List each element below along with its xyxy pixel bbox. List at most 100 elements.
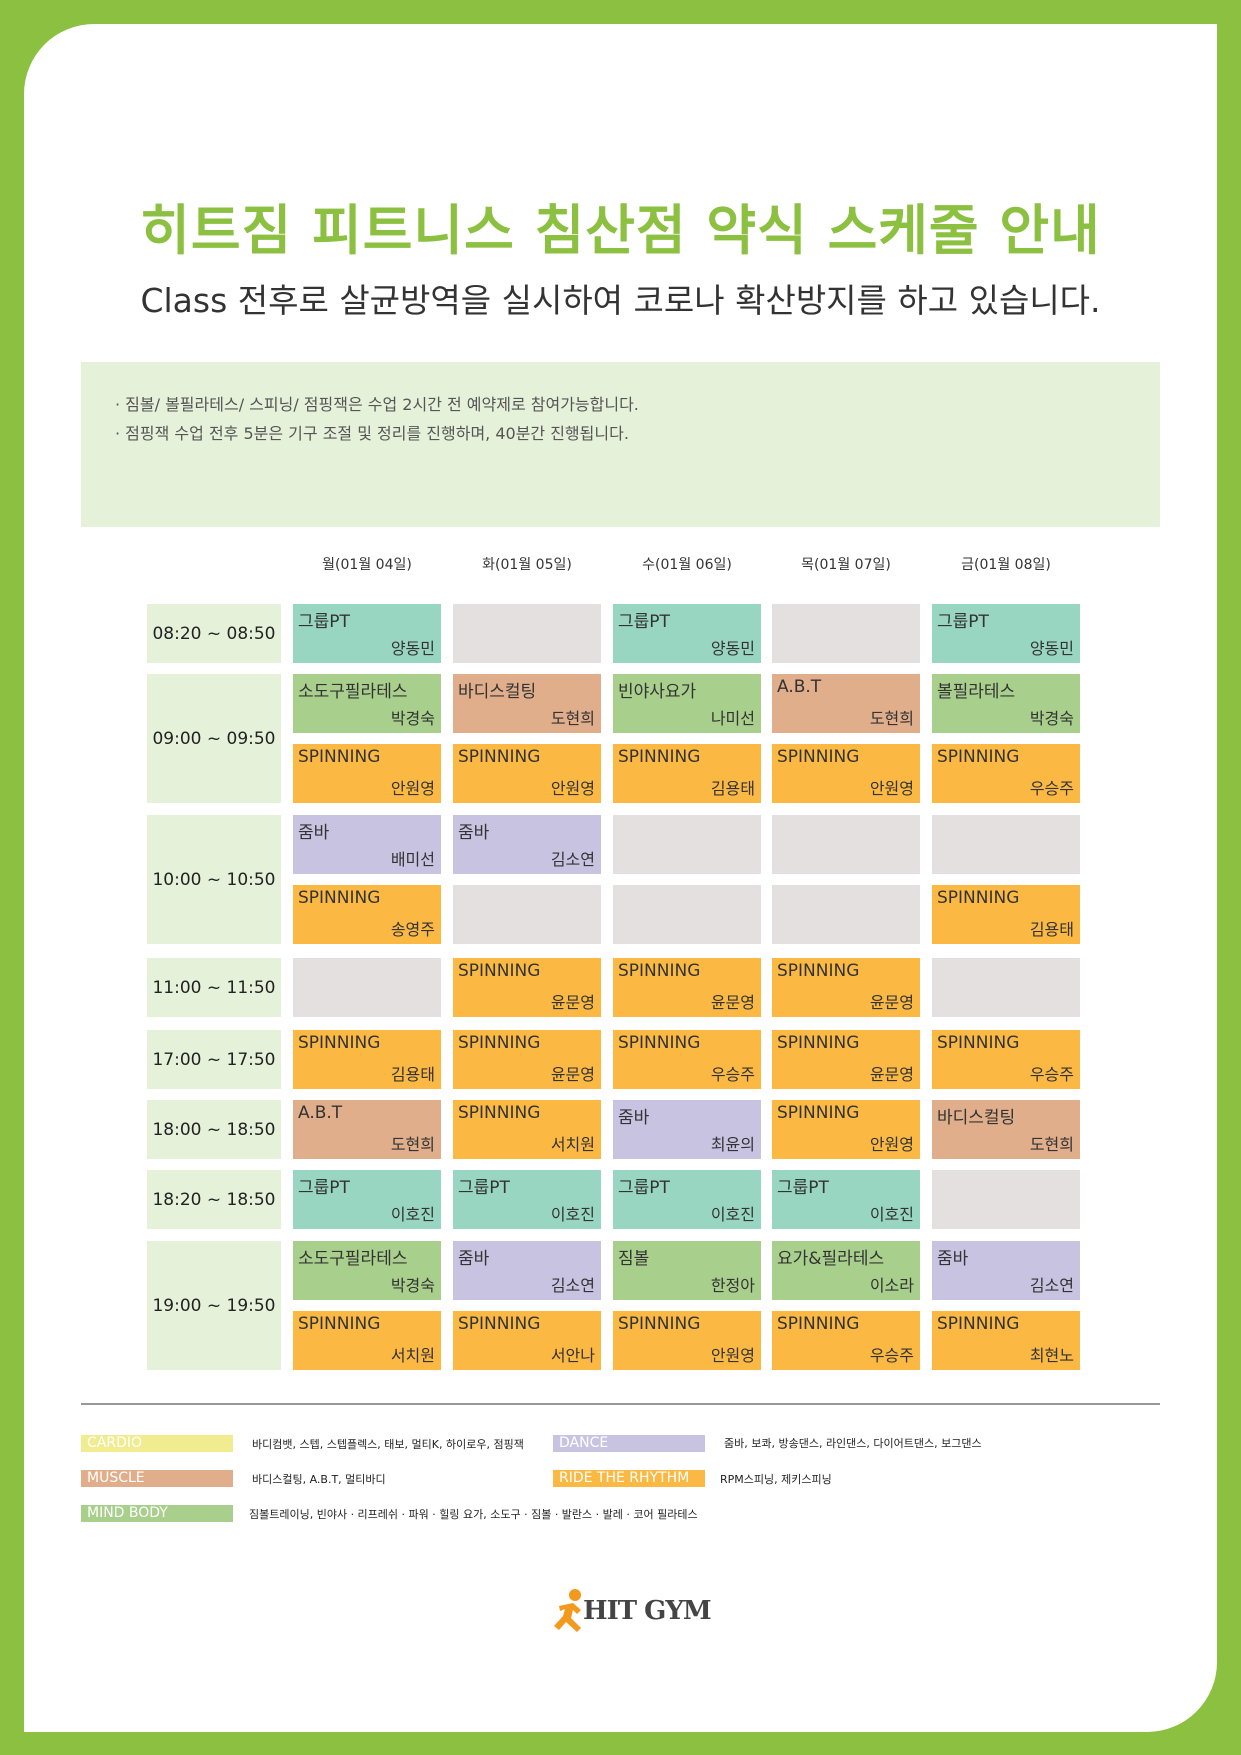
class-cell: 그룹PT 양동민 (932, 604, 1080, 663)
class-cell: SPINNING 최현노 (932, 1311, 1080, 1370)
day-header-fri: 금(01월 08일) (961, 557, 1051, 573)
class-name: 요가&필라테스 (777, 1249, 885, 1269)
class-name: SPINNING (458, 961, 541, 981)
empty-cell (293, 958, 441, 1017)
instructor-name: 송영주 (390, 920, 435, 939)
class-cell: 바디스컬팅 도현희 (932, 1100, 1080, 1159)
legend-chip-cardio: CARDIO (81, 1435, 233, 1452)
instructor-name: 서치원 (550, 1135, 595, 1154)
class-cell: SPINNING 김용태 (293, 1030, 441, 1089)
class-name: SPINNING (777, 1103, 860, 1123)
instructor-name: 이호진 (710, 1205, 755, 1224)
class-cell: 그룹PT 양동민 (613, 604, 761, 663)
poster-frame: 히트짐 피트니스 침산점 약식 스케줄 안내 Class 전후로 살균방역을 실… (24, 24, 1217, 1732)
class-name: 바디스컬팅 (937, 1108, 1016, 1128)
class-cell: SPINNING 우승주 (932, 744, 1080, 803)
class-name: 줌바 (298, 823, 330, 843)
class-name: 바디스컬팅 (458, 682, 537, 702)
instructor-name: 안원영 (550, 779, 595, 798)
class-name: 그룹PT (298, 612, 350, 632)
class-name: A.B.T (298, 1103, 343, 1123)
day-header-wed: 수(01월 06일) (642, 557, 732, 573)
day-header-tue: 화(01월 05일) (482, 557, 572, 573)
instructor-name: 도현희 (390, 1135, 435, 1154)
class-name: 그룹PT (618, 1178, 670, 1198)
instructor-name: 안원영 (710, 1346, 755, 1365)
class-cell: SPINNING 안원영 (293, 744, 441, 803)
class-name: A.B.T (777, 677, 822, 697)
instructor-name: 김소연 (550, 850, 595, 869)
class-name: 줌바 (618, 1108, 650, 1128)
time-slot: 10:00 ~ 10:50 (147, 815, 281, 944)
class-name: SPINNING (458, 1103, 541, 1123)
class-name: 소도구필라테스 (298, 682, 408, 702)
class-cell: 그룹PT 이호진 (453, 1170, 601, 1229)
time-slot: 09:00 ~ 09:50 (147, 674, 281, 803)
class-cell: SPINNING 김용태 (932, 885, 1080, 944)
class-name: 그룹PT (298, 1178, 350, 1198)
class-cell: 바디스컬팅 도현희 (453, 674, 601, 733)
legend-description: RPM스피닝, 제키스피닝 (720, 1473, 832, 1486)
instructor-name: 우승주 (1029, 1065, 1074, 1084)
class-name: 그룹PT (937, 612, 989, 632)
class-name: 그룹PT (458, 1178, 510, 1198)
class-name: SPINNING (937, 888, 1020, 908)
legend-description: 짐볼트레이닝, 빈야사 · 리프레쉬 · 파워 · 힐링 요가, 소도구 · 짐… (249, 1508, 698, 1521)
class-cell: SPINNING 안원영 (772, 1100, 920, 1159)
instructor-name: 우승주 (1029, 779, 1074, 798)
class-name: SPINNING (298, 747, 381, 767)
class-cell: SPINNING 안원영 (453, 744, 601, 803)
class-cell: SPINNING 우승주 (932, 1030, 1080, 1089)
notice-box: · 짐볼/ 볼필라테스/ 스피닝/ 점핑잭은 수업 2시간 전 예약제로 참여가… (81, 362, 1160, 527)
class-name: SPINNING (618, 961, 701, 981)
instructor-name: 김소연 (550, 1276, 595, 1295)
class-cell: 소도구필라테스 박경숙 (293, 1241, 441, 1300)
legend-chip-mind-body: MIND BODY (81, 1505, 233, 1522)
class-name: SPINNING (777, 961, 860, 981)
class-name: 소도구필라테스 (298, 1249, 408, 1269)
class-name: SPINNING (458, 1314, 541, 1334)
instructor-name: 한정아 (710, 1276, 755, 1295)
instructor-name: 윤문영 (550, 1065, 595, 1084)
class-name: SPINNING (618, 1033, 701, 1053)
instructor-name: 김용태 (390, 1065, 435, 1084)
instructor-name: 김소연 (1029, 1276, 1074, 1295)
legend-chip-muscle: MUSCLE (81, 1470, 233, 1487)
class-cell: SPINNING 김용태 (613, 744, 761, 803)
instructor-name: 박경숙 (1029, 709, 1074, 728)
class-cell: A.B.T 도현희 (772, 674, 920, 733)
instructor-name: 최현노 (1029, 1346, 1074, 1365)
class-cell: SPINNING 윤문영 (772, 1030, 920, 1089)
class-cell: SPINNING 우승주 (772, 1311, 920, 1370)
class-name: 그룹PT (618, 612, 670, 632)
class-cell: SPINNING 윤문영 (613, 958, 761, 1017)
class-name: 줌바 (458, 823, 490, 843)
class-cell: SPINNING 윤문영 (772, 958, 920, 1017)
time-slot: 18:20 ~ 18:50 (147, 1170, 281, 1229)
class-name: 그룹PT (777, 1178, 829, 1198)
class-cell: SPINNING 송영주 (293, 885, 441, 944)
class-name: SPINNING (937, 747, 1020, 767)
time-slot: 17:00 ~ 17:50 (147, 1030, 281, 1089)
class-cell: 그룹PT 양동민 (293, 604, 441, 663)
class-name: SPINNING (298, 1033, 381, 1053)
notice-line: · 짐볼/ 볼필라테스/ 스피닝/ 점핑잭은 수업 2시간 전 예약제로 참여가… (115, 395, 639, 414)
instructor-name: 서안나 (550, 1346, 595, 1365)
class-cell: SPINNING 윤문영 (453, 958, 601, 1017)
class-cell: SPINNING 우승주 (613, 1030, 761, 1089)
empty-cell (932, 1170, 1080, 1229)
instructor-name: 배미선 (390, 850, 435, 869)
instructor-name: 윤문영 (869, 1065, 914, 1084)
instructor-name: 박경숙 (390, 709, 435, 728)
class-name: SPINNING (937, 1314, 1020, 1334)
instructor-name: 양동민 (1029, 639, 1074, 658)
class-name: SPINNING (618, 747, 701, 767)
instructor-name: 우승주 (869, 1346, 914, 1365)
empty-cell (932, 815, 1080, 874)
instructor-name: 김용태 (1029, 920, 1074, 939)
empty-cell (613, 815, 761, 874)
class-cell: SPINNING 안원영 (613, 1311, 761, 1370)
class-cell: 줌바 최윤의 (613, 1100, 761, 1159)
divider (81, 1403, 1160, 1405)
